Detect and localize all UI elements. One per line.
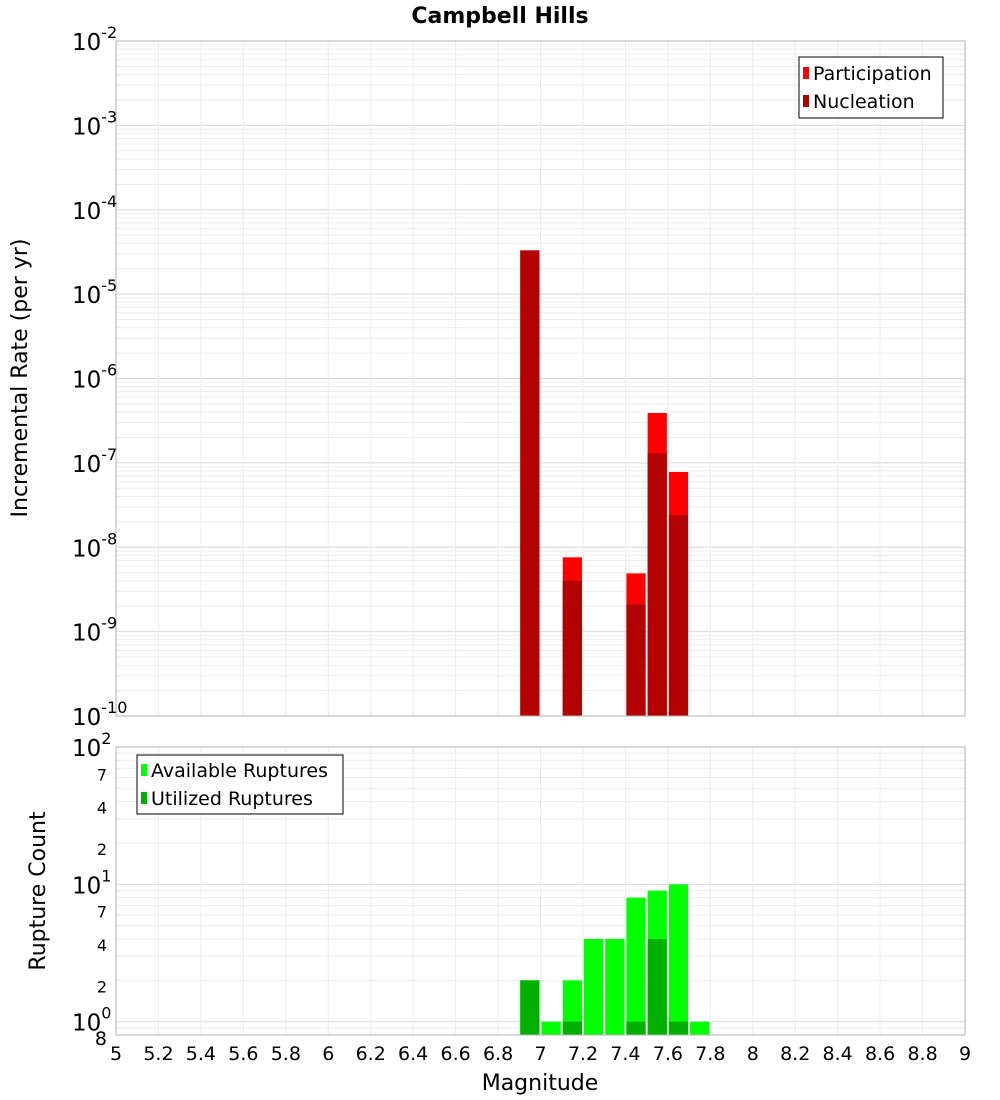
legend-label: Utilized Ruptures: [151, 788, 313, 810]
x-tick-label: 5.8: [271, 1043, 301, 1065]
x-tick-labels: 5 5.2 5.4 5.6 5.8 6 6.2 6.4 6.6 6.8 7 7.2 7.4 7.6 7.8 8…: [110, 1043, 971, 1065]
top-plot-bars: [520, 250, 689, 717]
legend-label: Available Ruptures: [151, 760, 328, 782]
legend-swatch: [803, 67, 809, 79]
x-tick-label: 6.4: [398, 1043, 428, 1065]
y-tick-label: 10-7: [72, 445, 117, 478]
available-ruptures-bar: [605, 939, 625, 1035]
y-tick-label: 10-2: [72, 23, 117, 56]
x-tick-label: 7.6: [653, 1043, 683, 1065]
y-tick-label: 10-10: [72, 698, 127, 731]
legend-swatch: [141, 764, 147, 776]
top-legend: Participation Nucleation: [798, 56, 944, 119]
x-tick-label: 5.4: [186, 1043, 216, 1065]
utilized-ruptures-bar: [562, 1021, 582, 1035]
x-tick-label: 5: [110, 1043, 122, 1065]
y-tick-label: 10-9: [72, 614, 117, 647]
legend-swatch: [803, 95, 809, 107]
x-tick-label: 7: [534, 1043, 546, 1065]
x-tick-label: 6.2: [356, 1043, 386, 1065]
y-tick-label: 10-5: [72, 276, 117, 309]
chart-title: Campbell Hills: [411, 4, 588, 29]
y-minor-tick-label: 4: [97, 936, 107, 955]
x-tick-label: 5.6: [228, 1043, 258, 1065]
legend-box: [136, 754, 344, 815]
top-y-tick-labels: 10-10 10-9 10-8 10-7 10-6 10-5 10-4 10-3 10-2: [72, 23, 127, 731]
x-tick-label: 7.8: [695, 1043, 725, 1065]
x-tick-label: 8: [747, 1043, 759, 1065]
y-tick-label: 10-4: [72, 192, 117, 225]
x-tick-label: 7.4: [610, 1043, 640, 1065]
x-tick-label: 6.6: [440, 1043, 470, 1065]
x-tick-label: 6.8: [483, 1043, 513, 1065]
y-tick-label: 101: [72, 866, 111, 899]
y-minor-tick-label: 7: [97, 765, 107, 784]
nucleation-bar: [647, 453, 667, 716]
y-tick-label: 102: [72, 729, 111, 762]
bottom-legend: Available Ruptures Utilized Ruptures: [136, 754, 344, 815]
x-tick-label: 8.6: [865, 1043, 895, 1065]
available-ruptures-bar: [541, 1021, 561, 1035]
top-plot-grid: [115, 41, 966, 717]
utilized-ruptures-bar: [626, 1021, 646, 1035]
utilized-ruptures-bar: [668, 1021, 689, 1035]
y-minor-tick-label: 7: [97, 903, 107, 922]
y-tick-label: 100: [72, 1004, 111, 1037]
top-y-axis-label: Incremental Rate (per yr): [8, 239, 33, 518]
x-tick-label: 9: [959, 1043, 971, 1065]
legend-swatch: [141, 792, 147, 804]
y-minor-tick-label: 2: [97, 977, 107, 996]
available-ruptures-bar: [690, 1021, 710, 1035]
bottom-plot-frame: [115, 746, 966, 1036]
bottom-plot-bars: [520, 884, 710, 1035]
y-tick-label: 10-3: [72, 107, 117, 140]
legend-box: [798, 56, 944, 119]
nucleation-bar: [562, 580, 582, 716]
x-tick-label: 6: [322, 1043, 334, 1065]
nucleation-bar: [520, 250, 540, 717]
x-tick-label: 8.2: [780, 1043, 810, 1065]
top-plot-frame: [115, 40, 966, 717]
x-tick-label: 8.4: [823, 1043, 853, 1065]
utilized-ruptures-bar: [647, 939, 667, 1035]
legend-label: Participation: [813, 63, 932, 85]
available-ruptures-bar: [668, 884, 689, 1035]
y-minor-tick-label: 8: [95, 1028, 107, 1050]
y-tick-label: 10-6: [72, 361, 117, 394]
y-minor-tick-label: 4: [97, 799, 107, 818]
available-ruptures-bar: [562, 980, 582, 1035]
y-minor-tick-label: 2: [97, 840, 107, 859]
legend-label: Nucleation: [813, 91, 915, 113]
nucleation-bar: [668, 515, 689, 716]
y-tick-label: 10-8: [72, 529, 117, 562]
available-ruptures-bar: [626, 897, 646, 1035]
x-tick-label: 7.2: [568, 1043, 598, 1065]
nucleation-bar: [626, 604, 646, 716]
x-tick-label: 5.2: [143, 1043, 173, 1065]
utilized-ruptures-bar: [520, 980, 540, 1035]
x-tick-label: 8.8: [907, 1043, 937, 1065]
bottom-y-tick-labels: 100 101 102 8 2 4 7 2 4 7: [72, 729, 111, 1050]
x-axis-label: Magnitude: [482, 1071, 599, 1096]
available-ruptures-bar: [583, 939, 604, 1035]
bottom-y-axis-label: Rupture Count: [26, 811, 51, 971]
